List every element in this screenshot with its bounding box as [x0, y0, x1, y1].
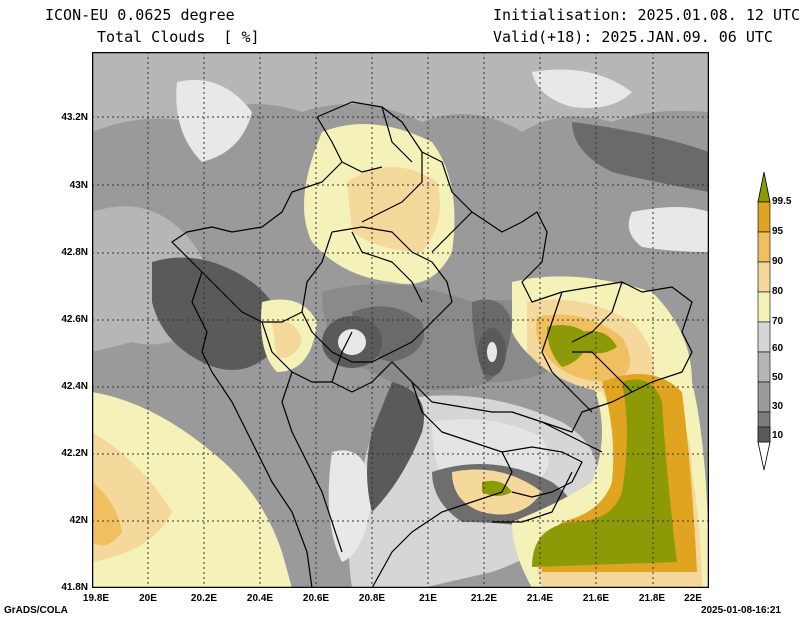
field-dark-1 — [152, 257, 279, 370]
grid-lines — [92, 52, 709, 588]
lon-label: 20.8E — [358, 593, 386, 604]
lon-label: 21E — [419, 593, 437, 604]
lat-label: 42N — [69, 515, 88, 526]
variable-title: Total Clouds [ %] — [97, 28, 260, 46]
colorbar-label: 90 — [772, 256, 784, 267]
colorbar-label: 95 — [772, 226, 784, 237]
border-lines — [171, 101, 693, 588]
field-white-ne — [532, 69, 632, 108]
cbar-bottom-triangle — [757, 441, 771, 471]
field-olive-south — [482, 480, 512, 496]
colorbar-label: 10 — [772, 430, 784, 441]
colorbar-label: 60 — [772, 343, 784, 354]
lon-label: 21.4E — [526, 593, 554, 604]
ring-1-inner — [338, 329, 366, 355]
lat-label: 42.6N — [61, 314, 88, 325]
field-dark-5 — [572, 122, 709, 192]
field-olive-east-1 — [547, 324, 592, 367]
lon-label: 20.6E — [302, 593, 330, 604]
lat-label: 42.4N — [61, 381, 88, 392]
cbar-swatch — [757, 321, 771, 353]
cbar-swatch — [757, 231, 771, 263]
cbar-swatch — [757, 291, 771, 323]
model-title: ICON-EU 0.0625 degree — [45, 6, 235, 24]
ring-2-inner — [487, 342, 497, 362]
lon-label: 21.2E — [470, 593, 498, 604]
cbar-swatch — [757, 261, 771, 293]
field-tan-north — [347, 167, 440, 252]
map-frame — [92, 52, 709, 588]
colorbar-label: 50 — [772, 372, 784, 383]
lon-label: 19.8E — [82, 593, 110, 604]
field-olive-east-2 — [582, 331, 617, 354]
lon-label: 20.2E — [190, 593, 218, 604]
cbar-top-triangle — [757, 172, 771, 203]
field-orange-sw — [92, 482, 122, 546]
init-time: Initialisation: 2025.01.08. 12 UTC — [493, 6, 800, 24]
field-white-east — [628, 207, 709, 252]
cbar-swatch — [757, 351, 771, 383]
footer-timestamp: 2025-01-08-16:21 — [700, 605, 781, 616]
colorbar-label: 70 — [772, 316, 784, 327]
lat-label: 42.8N — [61, 247, 88, 258]
lon-label: 22E — [684, 593, 702, 604]
colorbar-label: 99.5 — [772, 196, 792, 207]
field-white-nw — [176, 80, 252, 162]
lat-label: 41.8N — [61, 582, 88, 593]
valid-time: Valid(+18): 2025.JAN.09. 06 UTC — [493, 28, 773, 46]
footer-credit: GrADS/COLA — [4, 605, 68, 616]
colorbar-label: 80 — [772, 286, 784, 297]
color-bar — [757, 172, 771, 471]
colorbar-label: 30 — [772, 401, 784, 412]
lon-label: 21.8E — [638, 593, 666, 604]
lat-label: 43N — [69, 180, 88, 191]
lon-label: 20.4E — [246, 593, 274, 604]
cbar-swatch — [757, 381, 771, 413]
lon-label: 20E — [139, 593, 157, 604]
lat-label: 42.2N — [61, 448, 88, 459]
field-tan-west — [272, 321, 302, 358]
lat-label: 43.2N — [61, 112, 88, 123]
cbar-swatch — [757, 201, 771, 233]
map-canvas — [92, 52, 709, 588]
field-dark-3 — [367, 382, 424, 512]
cbar-swatch — [757, 426, 771, 443]
field-olive-east-3 — [532, 379, 677, 567]
lon-label: 21.6E — [582, 593, 610, 604]
cloud-cover-map — [92, 52, 709, 588]
field-white-sw — [328, 450, 372, 562]
